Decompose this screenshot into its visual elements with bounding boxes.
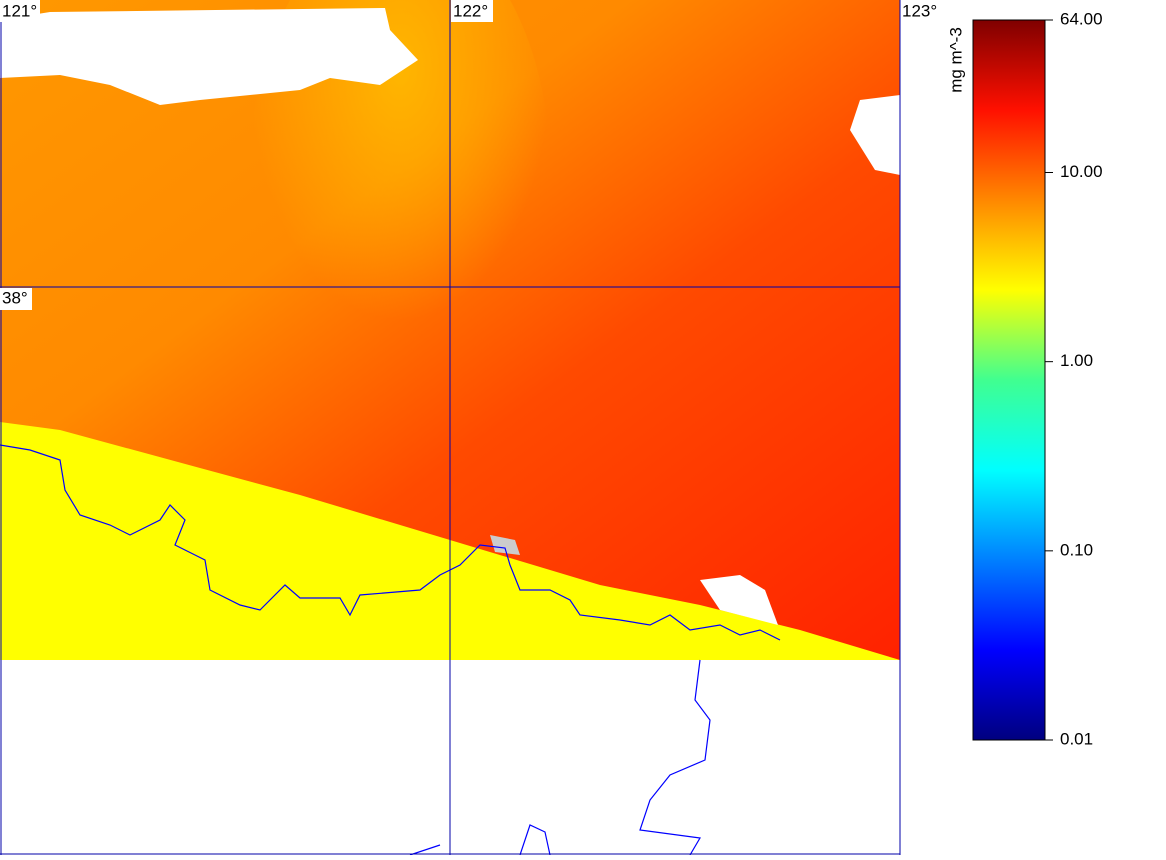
colorbar-tick-label: 0.01 xyxy=(1060,729,1093,748)
lon-label: 123° xyxy=(902,1,937,20)
colorbar-tick-label: 64.00 xyxy=(1060,9,1103,28)
lat-label: 38° xyxy=(2,288,28,307)
cloud xyxy=(0,8,418,105)
colorbar-unit: mg m^-3 xyxy=(946,27,965,93)
map: 121° 122° 123° 38° xyxy=(0,0,943,856)
colorbar-tick-label: 1.00 xyxy=(1060,351,1093,370)
colorbar-ramp xyxy=(972,19,1046,741)
label-box xyxy=(0,0,40,22)
low-chl-streak xyxy=(250,0,550,420)
colorbar: mg m^-3 xyxy=(946,19,1046,741)
colorbar-tick-label: 10.00 xyxy=(1060,162,1103,181)
cloud xyxy=(850,95,900,175)
label-box xyxy=(451,0,493,22)
cloud xyxy=(700,575,778,625)
coastline xyxy=(409,659,711,856)
tidal-flat xyxy=(490,535,520,555)
lon-label: 121° xyxy=(2,1,37,20)
label-box xyxy=(0,288,32,310)
lon-label: 122° xyxy=(453,1,488,20)
colorbar-tick-label: 0.10 xyxy=(1060,540,1093,559)
label-box xyxy=(901,0,943,22)
